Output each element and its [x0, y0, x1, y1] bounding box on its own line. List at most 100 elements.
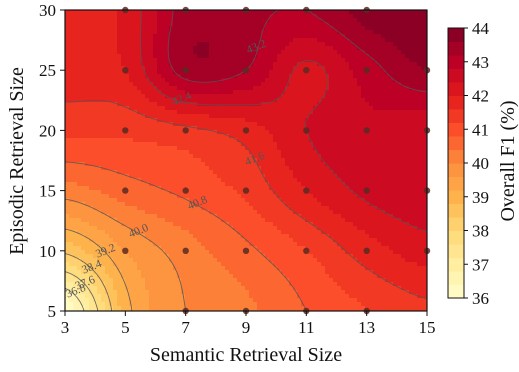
heat-cell	[269, 142, 274, 147]
heat-cell	[217, 110, 222, 115]
heat-cell	[193, 126, 198, 131]
heat-cell	[293, 10, 298, 15]
heat-cell	[213, 182, 218, 187]
heat-cell	[229, 118, 234, 123]
heat-cell	[393, 138, 398, 143]
heat-cell	[357, 122, 362, 127]
heat-cell	[209, 38, 214, 43]
heat-cell	[189, 66, 194, 71]
heat-cell	[169, 86, 174, 91]
heat-cell	[345, 162, 350, 167]
heat-cell	[409, 162, 414, 167]
heat-cell	[213, 110, 218, 115]
heat-cell	[93, 222, 98, 227]
heat-cell	[317, 158, 322, 163]
heat-cell	[381, 174, 386, 179]
heat-cell	[361, 198, 366, 203]
heat-cell	[185, 50, 190, 55]
heat-cell	[185, 146, 190, 151]
heat-cell	[397, 166, 402, 171]
heat-cell	[65, 186, 70, 191]
heat-cell	[409, 62, 414, 67]
heat-cell	[365, 150, 370, 155]
heat-cell	[425, 174, 427, 179]
heat-cell	[317, 130, 322, 135]
heat-cell	[221, 14, 226, 19]
heat-cell	[293, 150, 298, 155]
heat-cell	[293, 118, 298, 123]
heat-cell	[81, 142, 86, 147]
heat-cell	[317, 82, 322, 87]
heat-cell	[161, 58, 166, 63]
heat-cell	[77, 130, 82, 135]
heat-cell	[321, 122, 326, 127]
heat-cell	[357, 138, 362, 143]
heat-cell	[277, 154, 282, 159]
heat-cell	[425, 158, 427, 163]
heat-cell	[405, 142, 410, 147]
heat-cell	[385, 142, 390, 147]
heat-cell	[121, 206, 126, 211]
heat-cell	[237, 190, 242, 195]
heat-cell	[317, 50, 322, 55]
heat-cell	[125, 78, 130, 83]
heat-cell	[269, 166, 274, 171]
heat-cell	[65, 206, 70, 211]
heat-cell	[169, 194, 174, 199]
heat-cell	[113, 66, 118, 71]
heat-cell	[217, 178, 222, 183]
heat-cell	[185, 30, 190, 35]
heat-cell	[333, 218, 338, 223]
heat-cell	[261, 182, 266, 187]
heat-cell	[393, 30, 398, 35]
heat-cell	[401, 178, 406, 183]
heat-cell	[393, 114, 398, 119]
heat-cell	[157, 114, 162, 119]
heat-cell	[313, 66, 318, 71]
heat-cell	[301, 118, 306, 123]
heat-cell	[217, 134, 222, 139]
heat-cell	[161, 198, 166, 203]
heat-cell	[261, 178, 266, 183]
heat-cell	[97, 106, 102, 111]
heat-cell	[169, 98, 174, 103]
heat-cell	[149, 102, 154, 107]
heat-cell	[345, 78, 350, 83]
heat-cell	[193, 186, 198, 191]
heat-cell	[249, 90, 254, 95]
heat-cell	[329, 226, 334, 231]
heat-cell	[337, 222, 342, 227]
heat-cell	[381, 54, 386, 59]
heat-cell	[109, 114, 114, 119]
heat-cell	[421, 122, 426, 127]
heat-cell	[93, 46, 98, 51]
heat-cell	[241, 14, 246, 19]
heat-cell	[65, 226, 70, 231]
heat-cell	[325, 22, 330, 27]
heat-cell	[417, 86, 422, 91]
heat-cell	[221, 26, 226, 31]
heat-cell	[141, 154, 146, 159]
heat-cell	[297, 18, 302, 23]
heat-cell	[257, 154, 262, 159]
heat-cell	[309, 130, 314, 135]
heat-cell	[277, 182, 282, 187]
heat-cell	[309, 150, 314, 155]
heat-cell	[105, 54, 110, 59]
heat-cell	[69, 46, 74, 51]
heat-cell	[337, 162, 342, 167]
heat-cell	[201, 118, 206, 123]
heat-cell	[401, 198, 406, 203]
heat-cell	[65, 18, 70, 23]
heat-cell	[273, 86, 278, 91]
heat-cell	[301, 30, 306, 35]
heat-cell	[221, 194, 226, 199]
heat-cell	[169, 154, 174, 159]
heat-cell	[365, 50, 370, 55]
heat-cell	[153, 218, 158, 223]
heat-cell	[105, 122, 110, 127]
heat-cell	[297, 70, 302, 75]
heat-cell	[85, 70, 90, 75]
heat-cell	[121, 218, 126, 223]
heat-cell	[117, 78, 122, 83]
